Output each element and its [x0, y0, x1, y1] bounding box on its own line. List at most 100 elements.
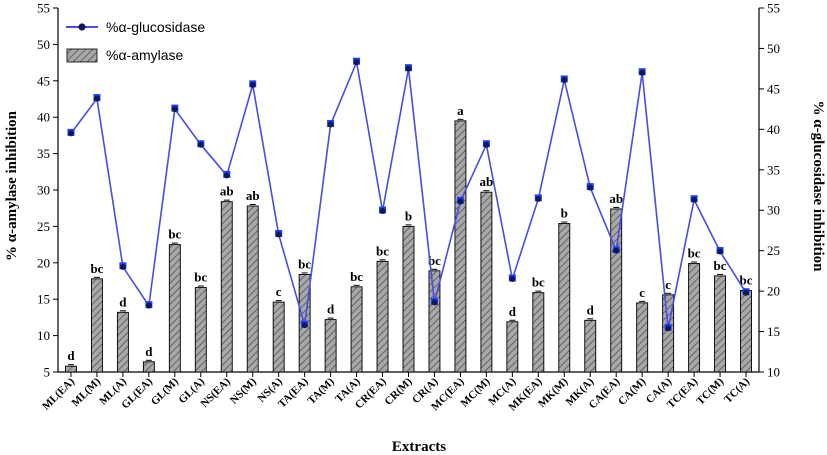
amylase-bar: [194, 287, 207, 373]
significance-label: d: [67, 348, 75, 363]
amylase-bar: [65, 365, 77, 373]
significance-label: bc: [350, 269, 363, 284]
right-tick-label: 30: [767, 203, 780, 218]
glucosidase-point: [119, 263, 126, 270]
amylase-bar: [168, 244, 181, 373]
significance-label: bc: [532, 275, 545, 290]
significance-label: b: [561, 205, 568, 220]
significance-label: ab: [220, 184, 234, 199]
right-y-axis: 10 15 20 25 30 35 40 45 50 55: [759, 1, 780, 380]
significance-label: ab: [609, 191, 623, 206]
significance-label: c: [665, 277, 671, 292]
x-tick-label: TC(A): [722, 375, 752, 405]
right-tick-label: 20: [767, 284, 780, 299]
right-tick-label: 40: [767, 122, 780, 137]
significance-label: d: [119, 294, 127, 309]
significance-label: c: [276, 284, 282, 299]
glucosidase-point: [145, 302, 152, 309]
amylase-bar: [90, 278, 103, 373]
significance-label: b: [405, 208, 412, 223]
left-tick-label: 10: [37, 328, 50, 343]
y-axis-title: % α-amylase inhibition: [4, 110, 20, 261]
left-tick-label: 25: [37, 219, 50, 234]
x-tick-label: GL(M): [149, 375, 181, 407]
amylase-bar: [636, 302, 649, 373]
left-tick-label: 30: [37, 183, 50, 198]
x-tick-label: NS(EA): [198, 375, 233, 410]
glucosidase-point: [691, 196, 698, 203]
significance-label: bc: [740, 272, 753, 287]
significance-label: bc: [714, 258, 727, 273]
amylase-bar: [350, 286, 363, 373]
left-y-axis: 5 10 15 20 25 30 35 40 45 50 55: [37, 1, 58, 380]
left-tick-label: 5: [44, 365, 51, 380]
right-tick-label: 35: [767, 162, 780, 177]
glucosidase-point: [275, 231, 282, 238]
legend: %α-glucosidase %α-amylase: [66, 19, 205, 63]
significance-label: bc: [298, 256, 311, 271]
amylase-bar: [558, 223, 571, 373]
glucosidase-point: [509, 275, 516, 282]
x-tick-label: ML(M): [70, 375, 104, 409]
glucosidase-point: [353, 59, 360, 66]
amylase-bar: [584, 319, 597, 373]
significance-label: bc: [168, 227, 181, 242]
x-tick-label: TC(M): [694, 375, 726, 407]
right-tick-label: 50: [767, 41, 780, 56]
significance-label: c: [639, 285, 645, 300]
significance-label: ab: [246, 188, 260, 203]
glucosidase-point: [613, 247, 620, 254]
glucosidase-point: [405, 65, 412, 72]
significance-label: d: [145, 344, 153, 359]
glucosidase-line: [67, 57, 750, 332]
significance-label: d: [327, 302, 335, 317]
glucosidase-point: [457, 198, 464, 205]
amylase-bar: [610, 208, 623, 373]
amylase-bar: [402, 225, 415, 373]
significance-label: d: [509, 304, 517, 319]
amylase-bar: [116, 311, 129, 373]
glucosidase-point: [171, 106, 178, 113]
significance-label: bc: [428, 253, 441, 268]
left-tick-label: 50: [37, 37, 50, 52]
y2-axis-title: % α-glucosidase inhibition: [810, 101, 826, 273]
amylase-bar: [480, 191, 493, 373]
x-tick-label: CA(M): [616, 375, 648, 407]
glucosidase-point: [587, 184, 594, 191]
right-tick-label: 10: [767, 365, 780, 380]
glucosidase-point: [301, 322, 308, 329]
glucosidase-point: [93, 95, 100, 102]
significance-label: bc: [194, 270, 207, 285]
amylase-bar: [376, 260, 389, 373]
glucosidase-point: [327, 121, 334, 128]
amylase-bar: [454, 120, 467, 373]
x-tick-label: NS(M): [228, 375, 259, 406]
legend-bar-label: %α-amylase: [106, 47, 184, 63]
x-axis-title: Extracts: [392, 439, 446, 455]
x-axis: ML(EA)ML(M)ML(A)GL(EA)GL(M)GL(A)NS(EA)NS…: [40, 372, 752, 413]
amylase-bar: [324, 319, 337, 373]
amylase-bar: [688, 263, 701, 373]
legend-marker-swatch: [78, 23, 86, 31]
significance-label: ab: [480, 174, 494, 189]
left-tick-label: 55: [37, 1, 50, 16]
glucosidase-point: [67, 130, 74, 137]
amylase-bar: [246, 205, 259, 373]
glucosidase-point: [665, 325, 672, 332]
glucosidase-point: [223, 172, 230, 179]
x-tick-label: MC(M): [459, 375, 493, 409]
amylase-bar: [272, 301, 285, 373]
glucosidase-point: [717, 248, 724, 255]
legend-bar-swatch: [66, 48, 98, 63]
left-tick-label: 15: [37, 292, 50, 307]
glucosidase-point: [535, 195, 542, 202]
right-tick-label: 45: [767, 81, 780, 96]
glucosidase-point: [379, 208, 386, 215]
significance-label: bc: [688, 246, 701, 261]
x-tick-label: MK(M): [536, 375, 571, 410]
x-tick-label: CR(M): [382, 375, 414, 407]
glucosidase-point: [743, 289, 750, 296]
glucosidase-point: [197, 141, 204, 148]
